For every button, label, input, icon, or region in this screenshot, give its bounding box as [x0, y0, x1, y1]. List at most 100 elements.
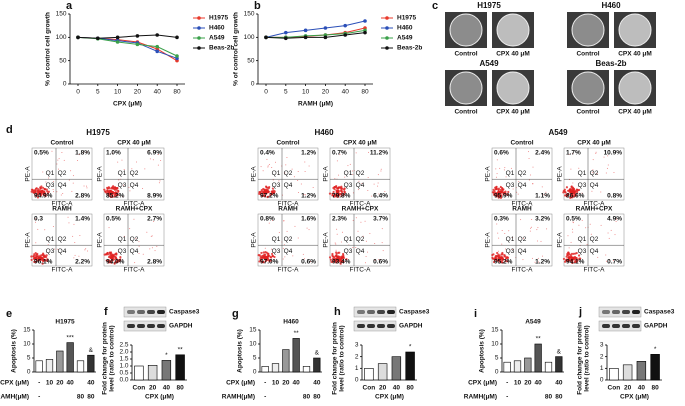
y-tick-label: 15 — [23, 327, 31, 334]
plot-title: CPX 40 μM — [343, 140, 377, 147]
quadrant-percent: 1.7% — [566, 150, 581, 157]
event-dot — [381, 228, 383, 230]
y-axis-label: PE-A — [323, 166, 330, 182]
event-dot — [114, 256, 118, 259]
legend-marker — [197, 46, 201, 50]
blot-band — [137, 310, 145, 314]
event-dot — [572, 256, 575, 259]
event-dot — [343, 187, 346, 190]
event-dot — [117, 161, 119, 163]
event-dot — [495, 168, 497, 170]
quadrant-label: Q1 — [506, 236, 515, 243]
event-dot — [112, 254, 115, 258]
event-dot — [108, 251, 112, 255]
quadrant-percent: 94.9% — [34, 193, 53, 200]
event-dot — [297, 237, 299, 239]
x-axis-label: FITC-A — [350, 267, 372, 274]
event-dot — [494, 256, 497, 259]
quadrant-percent: 1.8% — [75, 150, 90, 157]
quadrant-label: Q1 — [46, 170, 55, 177]
x-tick-label: 80 — [545, 394, 553, 401]
event-dot — [332, 255, 336, 258]
quadrant-label: Q3 — [46, 248, 55, 255]
event-dot — [106, 190, 109, 193]
legend-label: H460 — [209, 25, 225, 32]
chart-title: H1975 — [55, 319, 75, 326]
bar — [544, 361, 553, 373]
x-tick-label: 20 — [624, 385, 632, 392]
series-line — [265, 32, 366, 39]
event-dot — [576, 191, 579, 194]
event-dot — [108, 227, 110, 229]
x-row-label: RAMH(μM) — [222, 394, 255, 401]
event-dot — [586, 244, 588, 246]
event-dot — [506, 260, 509, 263]
bar — [391, 356, 402, 381]
blot-band — [137, 324, 145, 328]
event-dot — [294, 225, 296, 227]
panel-label: h — [334, 306, 341, 318]
blot-band — [377, 310, 385, 314]
x-tick-label: 80 — [77, 394, 85, 401]
event-dot — [108, 260, 111, 264]
x-tick-label: 80 — [173, 89, 181, 96]
event-dot — [108, 190, 111, 193]
quadrant-label: Q3 — [344, 248, 353, 255]
x-tick-label: - — [506, 394, 508, 401]
event-dot — [565, 186, 569, 189]
event-dot — [117, 190, 120, 193]
event-dot — [581, 219, 583, 221]
event-dot — [377, 185, 379, 187]
event-dot — [499, 194, 503, 197]
quadrant-percent: 95.2% — [494, 259, 513, 266]
well — [496, 71, 530, 105]
significance: & — [89, 347, 94, 354]
quadrant-percent: 2.3% — [332, 216, 347, 223]
event-dot — [518, 181, 520, 183]
event-dot — [286, 230, 288, 232]
group-title: H1975 — [86, 128, 110, 137]
event-dot — [508, 230, 510, 232]
event-dot — [260, 260, 264, 264]
event-dot — [297, 192, 299, 194]
x-tick-label: - — [38, 380, 40, 387]
event-dot — [262, 251, 265, 254]
event-dot — [606, 260, 608, 262]
y-axis-label: PE-A — [485, 232, 492, 248]
quadrant-label: Q1 — [272, 170, 281, 177]
event-dot — [537, 227, 539, 229]
event-dot — [113, 195, 116, 198]
blot-band — [127, 324, 135, 328]
legend-label: A549 — [397, 35, 413, 42]
event-dot — [159, 180, 161, 182]
condition-label: Control — [576, 51, 599, 58]
x-tick-label: Con — [363, 385, 376, 392]
event-dot — [378, 193, 380, 195]
blot-label: Caspase3 — [399, 309, 430, 316]
event-dot — [498, 191, 501, 194]
event-dot — [331, 192, 334, 195]
x-tick-label: 10 — [272, 380, 280, 387]
point — [96, 36, 100, 41]
quadrant-label: Q3 — [578, 182, 587, 189]
event-dot — [527, 151, 529, 153]
quadrant-label: Q2 — [356, 170, 365, 177]
event-dot — [282, 247, 284, 249]
event-dot — [500, 185, 502, 187]
event-dot — [571, 193, 574, 196]
event-dot — [592, 159, 594, 161]
quadrant-percent: 0.6% — [373, 259, 388, 266]
event-dot — [156, 245, 158, 247]
event-dot — [355, 152, 357, 154]
quadrant-label: Q4 — [130, 248, 139, 255]
panel-label: i — [474, 308, 477, 320]
event-dot — [115, 260, 119, 264]
significance: *** — [66, 334, 74, 341]
event-dot — [40, 257, 43, 260]
event-dot — [374, 259, 376, 261]
bar — [405, 351, 415, 381]
event-dot — [571, 260, 574, 263]
bar — [313, 357, 321, 373]
event-dot — [30, 258, 33, 262]
x-axis-label: FITC-A — [278, 201, 300, 208]
